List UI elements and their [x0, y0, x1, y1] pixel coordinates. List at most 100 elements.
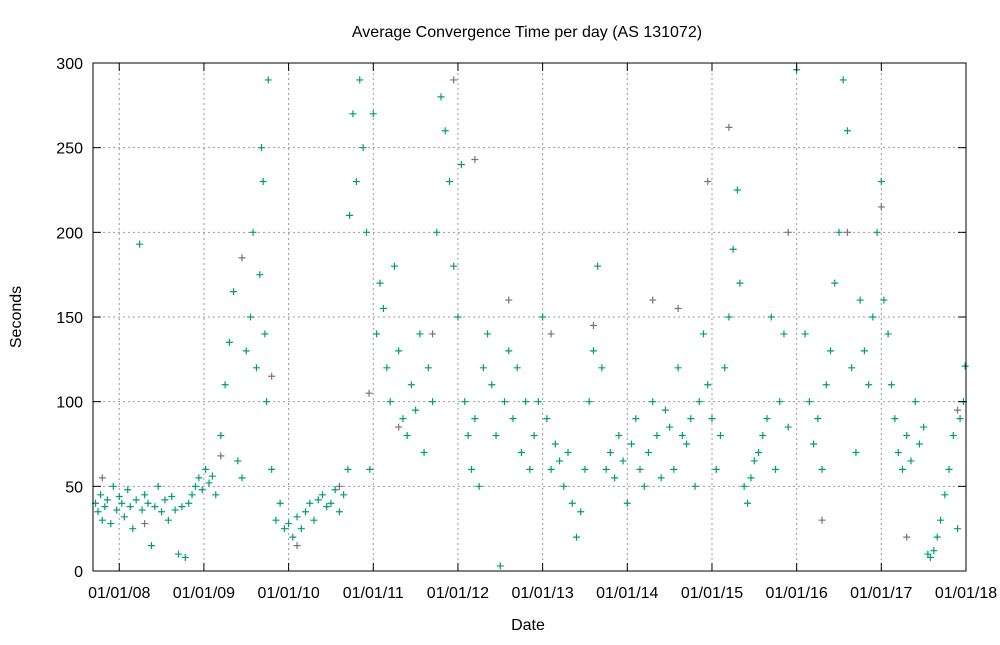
data-point-primary [373, 330, 381, 338]
data-point-primary [568, 499, 576, 507]
data-point-primary [585, 398, 593, 406]
data-point-primary [801, 330, 809, 338]
data-point-primary [376, 279, 384, 287]
x-tick-label: 01/01/11 [343, 585, 404, 602]
data-point-primary [956, 415, 964, 423]
data-point-secondary [238, 254, 246, 262]
data-point-primary [822, 381, 830, 389]
data-point-primary [926, 553, 934, 561]
data-point-primary [894, 448, 902, 456]
data-point-primary [513, 364, 521, 372]
data-point-primary [340, 491, 348, 499]
data-point-primary [129, 525, 137, 533]
data-point-primary [653, 432, 661, 440]
data-point-primary [933, 533, 941, 541]
data-point-secondary [843, 228, 851, 236]
x-tick-label: 01/01/13 [511, 585, 573, 602]
y-tick-label: 0 [74, 564, 83, 581]
data-point-primary [109, 482, 117, 490]
data-point-primary [198, 486, 206, 494]
data-point-primary [115, 492, 123, 500]
data-point-primary [118, 499, 126, 507]
x-axis-label: Date [511, 617, 545, 634]
data-point-secondary [649, 296, 657, 304]
data-point-primary [259, 178, 267, 186]
data-point-primary [805, 398, 813, 406]
data-point-primary [420, 448, 428, 456]
data-point-primary [827, 347, 835, 355]
data-point-secondary [268, 372, 276, 380]
data-point-primary [314, 496, 322, 504]
data-point-primary [272, 516, 280, 524]
data-point-secondary [293, 542, 301, 550]
data-point-primary [945, 465, 953, 473]
data-point-primary [141, 491, 149, 499]
data-point-primary [505, 347, 513, 355]
data-point-primary [632, 415, 640, 423]
data-point-primary [911, 398, 919, 406]
x-tick-label: 01/01/10 [257, 585, 319, 602]
data-point-primary [551, 440, 559, 448]
data-point-primary [208, 472, 216, 480]
data-point-primary [285, 520, 293, 528]
data-point-primary [577, 508, 585, 516]
data-point-primary [457, 161, 465, 169]
data-point-primary [880, 296, 888, 304]
data-point-primary [450, 262, 458, 270]
data-point-primary [835, 228, 843, 236]
data-point-secondary [450, 76, 458, 84]
data-point-primary [306, 499, 314, 507]
data-point-primary [736, 279, 744, 287]
data-point-secondary [395, 423, 403, 431]
data-point-primary [399, 415, 407, 423]
data-point-primary [379, 305, 387, 313]
data-point-primary [289, 533, 297, 541]
data-point-primary [683, 440, 691, 448]
data-point-primary [678, 432, 686, 440]
data-point-primary [318, 491, 326, 499]
data-point-primary [930, 547, 938, 555]
data-point-primary [602, 465, 610, 473]
data-point-primary [572, 533, 580, 541]
data-point-primary [120, 513, 128, 521]
data-point-primary [657, 474, 665, 482]
x-tick-label: 01/01/17 [850, 585, 912, 602]
data-point-primary [185, 499, 193, 507]
data-point-primary [712, 465, 720, 473]
data-point-primary [598, 364, 606, 372]
data-point-primary [589, 347, 597, 355]
data-point-primary [383, 364, 391, 372]
data-point-primary [750, 457, 758, 465]
data-point-primary [666, 423, 674, 431]
data-point-primary [517, 448, 525, 456]
data-point-primary [763, 415, 771, 423]
data-point-secondary [674, 305, 682, 313]
data-point-primary [776, 398, 784, 406]
x-tick-label: 01/01/14 [596, 585, 658, 602]
data-point-primary [767, 313, 775, 321]
data-point-primary [268, 465, 276, 473]
data-point-primary [107, 520, 115, 528]
data-point-primary [217, 432, 225, 440]
data-point-primary [884, 330, 892, 338]
data-point-primary [144, 499, 152, 507]
x-tick-label: 01/01/18 [935, 585, 997, 602]
data-point-primary [280, 525, 288, 533]
data-point-primary [369, 110, 377, 118]
data-point-primary [126, 503, 134, 511]
data-point-primary [564, 448, 572, 456]
data-point-primary [246, 313, 254, 321]
data-point-secondary [903, 533, 911, 541]
data-point-secondary [217, 452, 225, 460]
chart-title: Average Convergence Time per day (AS 131… [352, 24, 702, 41]
data-point-primary [843, 127, 851, 135]
data-point-primary [547, 465, 555, 473]
data-point-primary [263, 398, 271, 406]
data-point-primary [755, 448, 763, 456]
data-point-primary [687, 415, 695, 423]
data-point-primary [256, 271, 264, 279]
data-point-primary [623, 499, 631, 507]
data-point-primary [691, 482, 699, 490]
